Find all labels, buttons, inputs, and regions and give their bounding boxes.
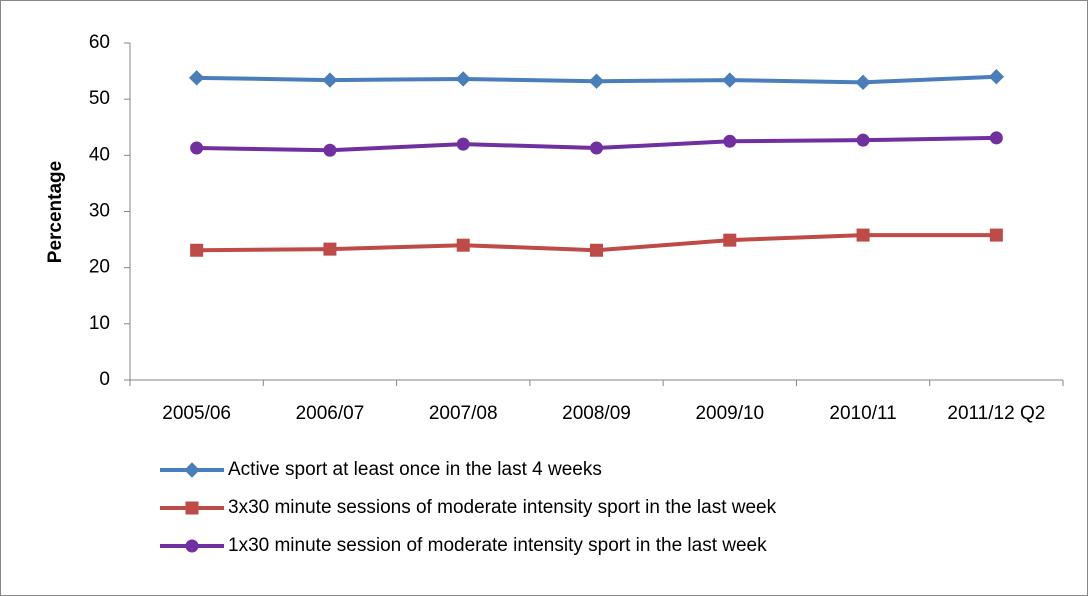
legend-marker — [185, 539, 199, 553]
point — [322, 72, 338, 88]
x-tick-label: 2011/12 Q2 — [947, 403, 1045, 424]
x-tick-label: 2005/06 — [162, 403, 231, 424]
point — [456, 238, 470, 252]
x-tick-label: 2010/11 — [829, 403, 896, 424]
legend-marker — [185, 501, 199, 515]
y-tick-label: 30 — [89, 201, 110, 222]
point — [190, 243, 204, 257]
point — [590, 141, 603, 155]
point — [989, 228, 1003, 242]
y-tick-label: 20 — [89, 257, 110, 278]
point — [588, 73, 605, 89]
legend-label: 3x30 minute sessions of moderate intensi… — [228, 497, 777, 518]
y-tick-label: 50 — [89, 88, 110, 109]
legend-marker — [184, 462, 200, 478]
point — [188, 70, 205, 86]
x-tick-label: 2006/07 — [296, 403, 365, 424]
y-tick-label: 60 — [89, 32, 110, 53]
y-tick-label: 40 — [89, 144, 110, 165]
y-axis-label: Percentage — [45, 161, 66, 263]
legend-label: 1x30 minute session of moderate intensit… — [228, 535, 767, 556]
point — [456, 137, 470, 151]
point — [989, 131, 1003, 145]
point — [988, 68, 1005, 85]
point — [190, 141, 204, 155]
y-tick-label: 10 — [89, 313, 110, 334]
point — [855, 74, 871, 91]
point — [856, 228, 870, 242]
point — [590, 243, 603, 257]
x-tick-label: 2007/08 — [429, 403, 498, 424]
point — [723, 233, 737, 247]
y-tick-label: 0 — [99, 369, 110, 390]
point — [323, 143, 337, 157]
point — [722, 72, 738, 88]
point — [723, 134, 737, 148]
point — [455, 71, 471, 87]
point — [856, 133, 870, 147]
legend-label: Active sport at least once in the last 4… — [228, 459, 602, 480]
point — [323, 242, 337, 256]
x-tick-label: 2008/09 — [562, 403, 631, 424]
x-tick-label: 2009/10 — [695, 403, 764, 424]
